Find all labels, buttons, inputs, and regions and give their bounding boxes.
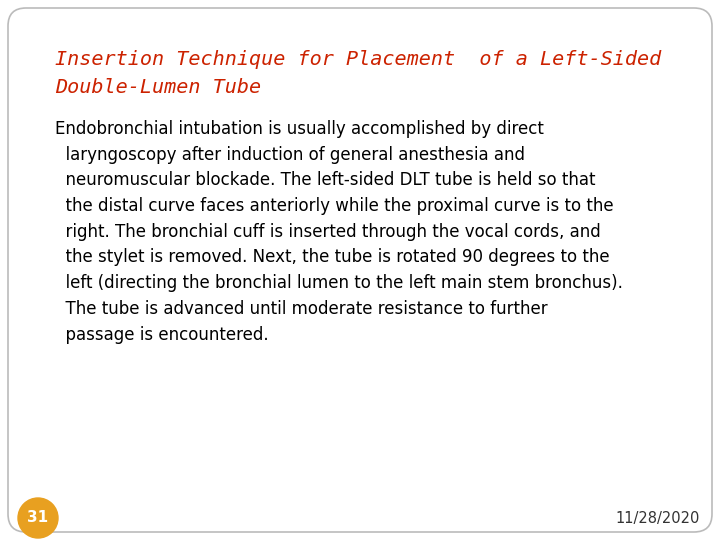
FancyBboxPatch shape bbox=[8, 8, 712, 532]
Circle shape bbox=[18, 498, 58, 538]
Text: 11/28/2020: 11/28/2020 bbox=[616, 510, 700, 525]
Text: Endobronchial intubation is usually accomplished by direct
  laryngoscopy after : Endobronchial intubation is usually acco… bbox=[55, 120, 623, 343]
Text: Double-Lumen Tube: Double-Lumen Tube bbox=[55, 78, 261, 97]
Text: Insertion Technique for Placement  of a Left-Sided: Insertion Technique for Placement of a L… bbox=[55, 50, 661, 69]
Text: 31: 31 bbox=[27, 510, 48, 525]
